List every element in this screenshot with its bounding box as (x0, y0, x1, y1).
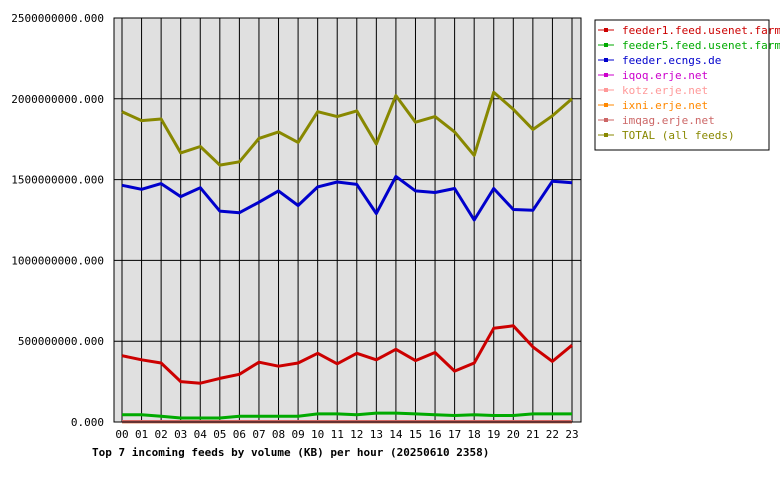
legend-entry: ixni.erje.net (622, 99, 708, 112)
legend-marker (604, 73, 608, 77)
x-tick-label: 09 (291, 428, 304, 441)
y-tick-label: 2500000000.000 (11, 12, 104, 25)
x-tick-label: 01 (135, 428, 148, 441)
series-line-2 (121, 174, 573, 222)
y-tick-label: 0.000 (71, 416, 104, 429)
legend-entry: iqoq.erje.net (622, 69, 708, 82)
x-tick-label: 22 (546, 428, 559, 441)
legend-entry: feeder.ecngs.de (622, 54, 721, 67)
y-tick-label: 1000000000.000 (11, 254, 104, 267)
legend-marker (604, 133, 608, 137)
y-tick-label: 2000000000.000 (11, 93, 104, 106)
x-tick-label: 08 (272, 428, 285, 441)
x-tick-label: 17 (448, 428, 461, 441)
x-tick-label: 13 (370, 428, 383, 441)
legend-entry: kotz.erje.net (622, 84, 708, 97)
x-tick-label: 04 (194, 428, 208, 441)
x-tick-label: 14 (389, 428, 403, 441)
y-axis-tick-labels: 0.000 500000000.000 1000000000.000 15000000… (11, 12, 104, 429)
x-tick-label: 15 (409, 428, 422, 441)
x-tick-label: 05 (213, 428, 226, 441)
legend-marker (604, 28, 608, 32)
legend-marker (604, 103, 608, 107)
x-tick-label: 12 (350, 428, 363, 441)
y-tick-label: 500000000.000 (18, 335, 104, 348)
series-line-0 (121, 324, 573, 385)
x-tick-label: 11 (331, 428, 344, 441)
plot-border (113, 17, 582, 423)
legend-entry: feeder1.feed.usenet.farm (622, 24, 780, 37)
x-tick-label: 00 (115, 428, 128, 441)
legend-marker (604, 118, 608, 122)
legend-marker (604, 58, 608, 62)
x-tick-label: 20 (507, 428, 520, 441)
legend-entry: feeder5.feed.usenet.farm (622, 39, 780, 52)
x-tick-label: 07 (252, 428, 265, 441)
legend-marker (604, 43, 608, 47)
x-tick-label: 03 (174, 428, 187, 441)
x-tick-label: 06 (233, 428, 246, 441)
legend-entry: TOTAL (all feeds) (622, 129, 735, 142)
legend-entry: imqag.erje.net (622, 114, 715, 127)
x-tick-label: 23 (565, 428, 578, 441)
x-tick-label: 19 (487, 428, 500, 441)
y-tick-label: 1500000000.000 (11, 174, 104, 187)
legend-box (594, 19, 770, 151)
x-tick-label: 21 (526, 428, 539, 441)
x-tick-label: 10 (311, 428, 324, 441)
x-tick-label: 02 (155, 428, 168, 441)
legend: feeder1.feed.usenet.farm feeder5.feed.use… (594, 19, 780, 151)
x-axis-tick-labels: 00 01 02 03 04 05 06 07 08 09 10 11 12 13 14 15 16 17 18 19… (115, 428, 578, 441)
series-line-1 (122, 411, 572, 420)
legend-marker (604, 88, 608, 92)
plot-background (114, 18, 581, 422)
chart-caption: Top 7 incoming feeds by volume (KB) per … (92, 446, 489, 459)
x-tick-label: 18 (468, 428, 481, 441)
x-tick-label: 16 (428, 428, 441, 441)
series-line-7 (121, 90, 573, 167)
